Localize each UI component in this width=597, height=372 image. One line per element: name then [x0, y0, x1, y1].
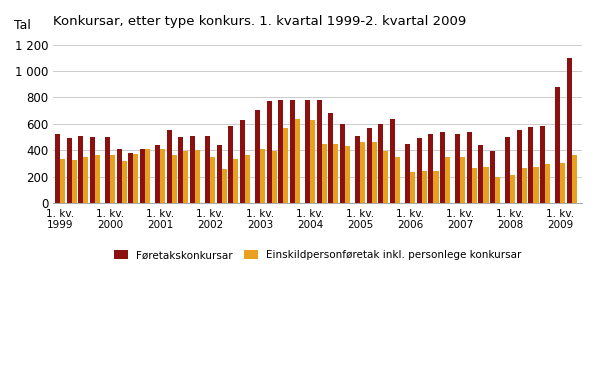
- Bar: [522, 168, 527, 203]
- Bar: [167, 130, 172, 203]
- Bar: [410, 172, 415, 203]
- Bar: [472, 168, 477, 203]
- Bar: [116, 149, 122, 203]
- Bar: [272, 151, 277, 203]
- Bar: [72, 160, 76, 203]
- Bar: [60, 159, 65, 203]
- Bar: [378, 124, 383, 203]
- Bar: [210, 157, 215, 203]
- Bar: [155, 145, 160, 203]
- Bar: [310, 121, 315, 203]
- Bar: [429, 134, 433, 203]
- Bar: [133, 154, 139, 203]
- Bar: [440, 132, 445, 203]
- Bar: [228, 126, 233, 203]
- Bar: [505, 137, 510, 203]
- Bar: [179, 137, 183, 203]
- Bar: [195, 150, 200, 203]
- Bar: [545, 164, 550, 203]
- Bar: [484, 167, 488, 203]
- Bar: [417, 138, 421, 203]
- Bar: [534, 167, 538, 203]
- Bar: [295, 119, 300, 203]
- Bar: [305, 100, 310, 203]
- Bar: [395, 157, 400, 203]
- Bar: [445, 157, 450, 203]
- Bar: [560, 163, 565, 203]
- Bar: [345, 146, 350, 203]
- Text: Tal: Tal: [14, 19, 30, 32]
- Bar: [160, 149, 165, 203]
- Bar: [278, 100, 284, 203]
- Bar: [328, 113, 333, 203]
- Bar: [433, 171, 439, 203]
- Bar: [95, 155, 100, 203]
- Bar: [510, 175, 515, 203]
- Bar: [372, 142, 377, 203]
- Bar: [190, 136, 195, 203]
- Bar: [478, 145, 484, 203]
- Bar: [90, 137, 95, 203]
- Bar: [322, 144, 327, 203]
- Bar: [240, 121, 245, 203]
- Bar: [122, 161, 127, 203]
- Bar: [333, 144, 338, 203]
- Bar: [260, 149, 265, 203]
- Bar: [528, 127, 534, 203]
- Bar: [255, 110, 260, 203]
- Bar: [367, 128, 372, 203]
- Bar: [245, 155, 250, 203]
- Bar: [421, 171, 427, 203]
- Bar: [217, 145, 221, 203]
- Bar: [340, 124, 345, 203]
- Bar: [460, 157, 465, 203]
- Bar: [490, 151, 495, 203]
- Bar: [390, 119, 395, 203]
- Bar: [455, 134, 460, 203]
- Legend: Føretakskonkursar, Einskildpersonføretak inkl. personlege konkursar: Føretakskonkursar, Einskildpersonføretak…: [109, 246, 526, 264]
- Bar: [467, 132, 472, 203]
- Bar: [516, 130, 522, 203]
- Bar: [383, 151, 389, 203]
- Bar: [540, 126, 545, 203]
- Bar: [355, 136, 360, 203]
- Bar: [140, 149, 145, 203]
- Bar: [495, 177, 500, 203]
- Bar: [233, 160, 238, 203]
- Bar: [128, 153, 133, 203]
- Bar: [284, 128, 288, 203]
- Bar: [290, 100, 295, 203]
- Bar: [555, 87, 560, 203]
- Bar: [572, 155, 577, 203]
- Bar: [221, 169, 227, 203]
- Bar: [205, 136, 210, 203]
- Bar: [55, 134, 60, 203]
- Bar: [360, 142, 365, 203]
- Bar: [183, 151, 189, 203]
- Bar: [66, 138, 72, 203]
- Text: Konkursar, etter type konkurs. 1. kvartal 1999-2. kvartal 2009: Konkursar, etter type konkurs. 1. kvarta…: [53, 16, 467, 29]
- Bar: [105, 137, 110, 203]
- Bar: [567, 58, 572, 203]
- Bar: [405, 144, 410, 203]
- Bar: [110, 155, 115, 203]
- Bar: [267, 101, 272, 203]
- Bar: [316, 100, 322, 203]
- Bar: [145, 149, 150, 203]
- Bar: [172, 155, 177, 203]
- Bar: [84, 157, 88, 203]
- Bar: [78, 136, 84, 203]
